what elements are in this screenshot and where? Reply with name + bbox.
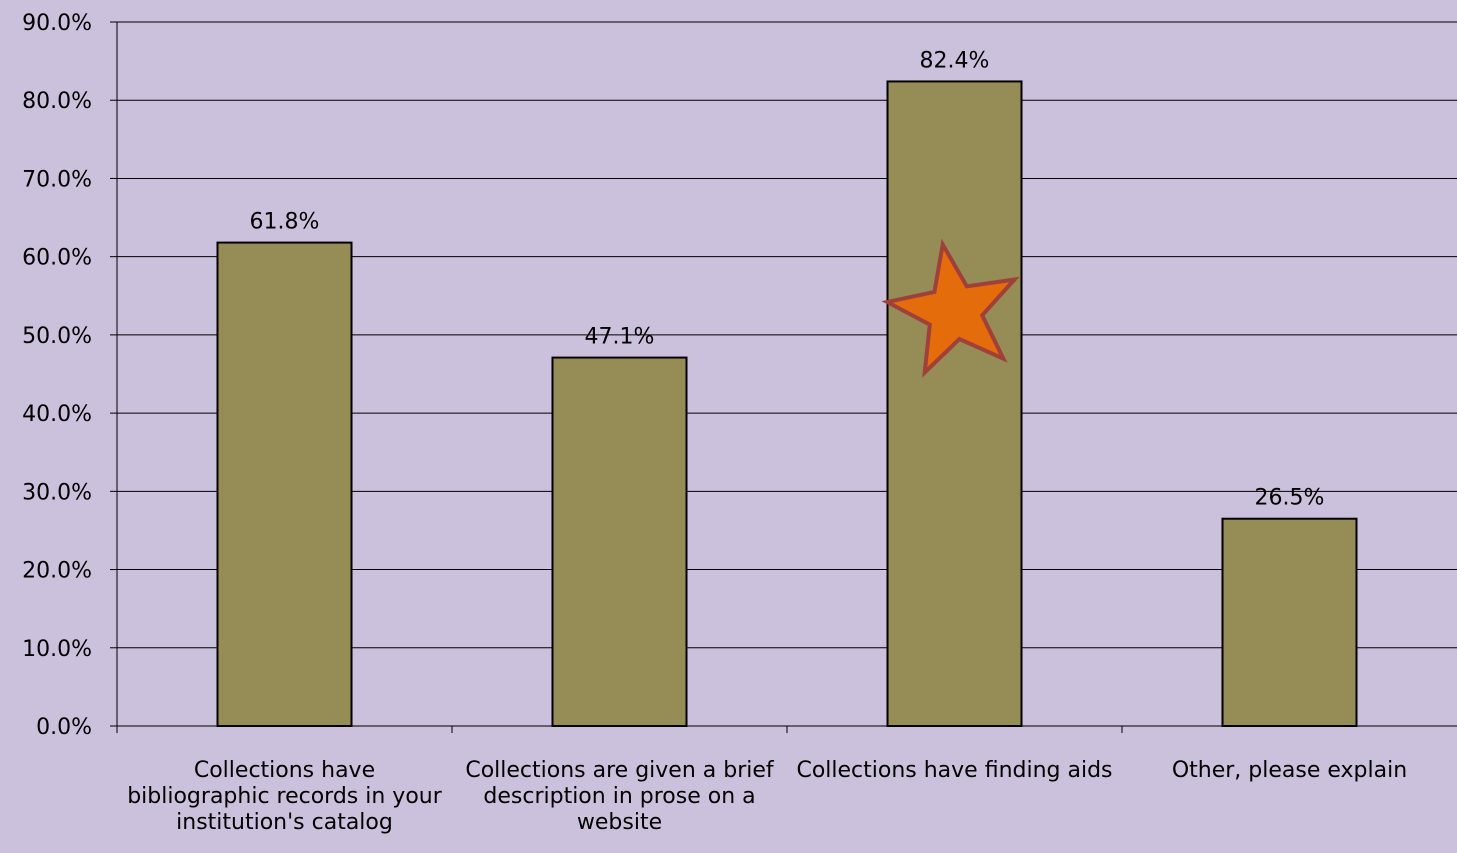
data-label: 61.8% (250, 210, 320, 235)
y-tick-label: 40.0% (22, 402, 92, 427)
x-tick-label: Collections have bibliographic records i… (127, 758, 442, 835)
data-labels: 61.8% 47.1% 82.4% 26.5% (250, 48, 1325, 510)
y-tick-label: 0.0% (36, 715, 92, 740)
y-tick-label: 70.0% (22, 167, 92, 192)
annotations (881, 238, 1020, 378)
y-tick-label: 90.0% (22, 11, 92, 36)
bar (886, 80, 1023, 727)
bars (216, 80, 1358, 728)
bar (216, 241, 353, 727)
data-label: 82.4% (920, 48, 990, 73)
y-tick-label: 50.0% (22, 324, 92, 349)
y-tick-label: 80.0% (22, 89, 92, 114)
x-tick-label: Collections are given a brief descriptio… (465, 758, 774, 835)
y-tick-label: 20.0% (22, 559, 92, 584)
x-tick-label: Other, please explain (1171, 758, 1408, 783)
bar (551, 356, 688, 727)
y-tick-label: 10.0% (22, 637, 92, 662)
bar (1221, 517, 1358, 728)
data-label: 47.1% (585, 325, 655, 350)
x-tick-label: Collections have finding aids (796, 758, 1113, 783)
axes: 0.0% 10.0% 20.0% 30.0% 40.0% 50.0% 60.0% 70.0% 8… (22, 11, 1457, 740)
y-tick-label: 60.0% (22, 246, 92, 271)
y-tick-label: 30.0% (22, 480, 92, 505)
star-icon (881, 238, 1020, 378)
data-label: 26.5% (1255, 486, 1325, 511)
